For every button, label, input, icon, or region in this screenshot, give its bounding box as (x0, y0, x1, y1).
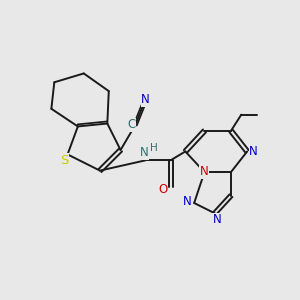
Text: C: C (127, 118, 136, 131)
Text: H: H (150, 143, 158, 153)
Text: N: N (141, 93, 150, 106)
Text: N: N (140, 146, 148, 159)
Text: O: O (159, 183, 168, 196)
Text: N: N (200, 165, 208, 178)
Text: N: N (182, 195, 191, 208)
Text: S: S (60, 154, 68, 167)
Text: N: N (213, 213, 221, 226)
Text: N: N (249, 145, 258, 158)
